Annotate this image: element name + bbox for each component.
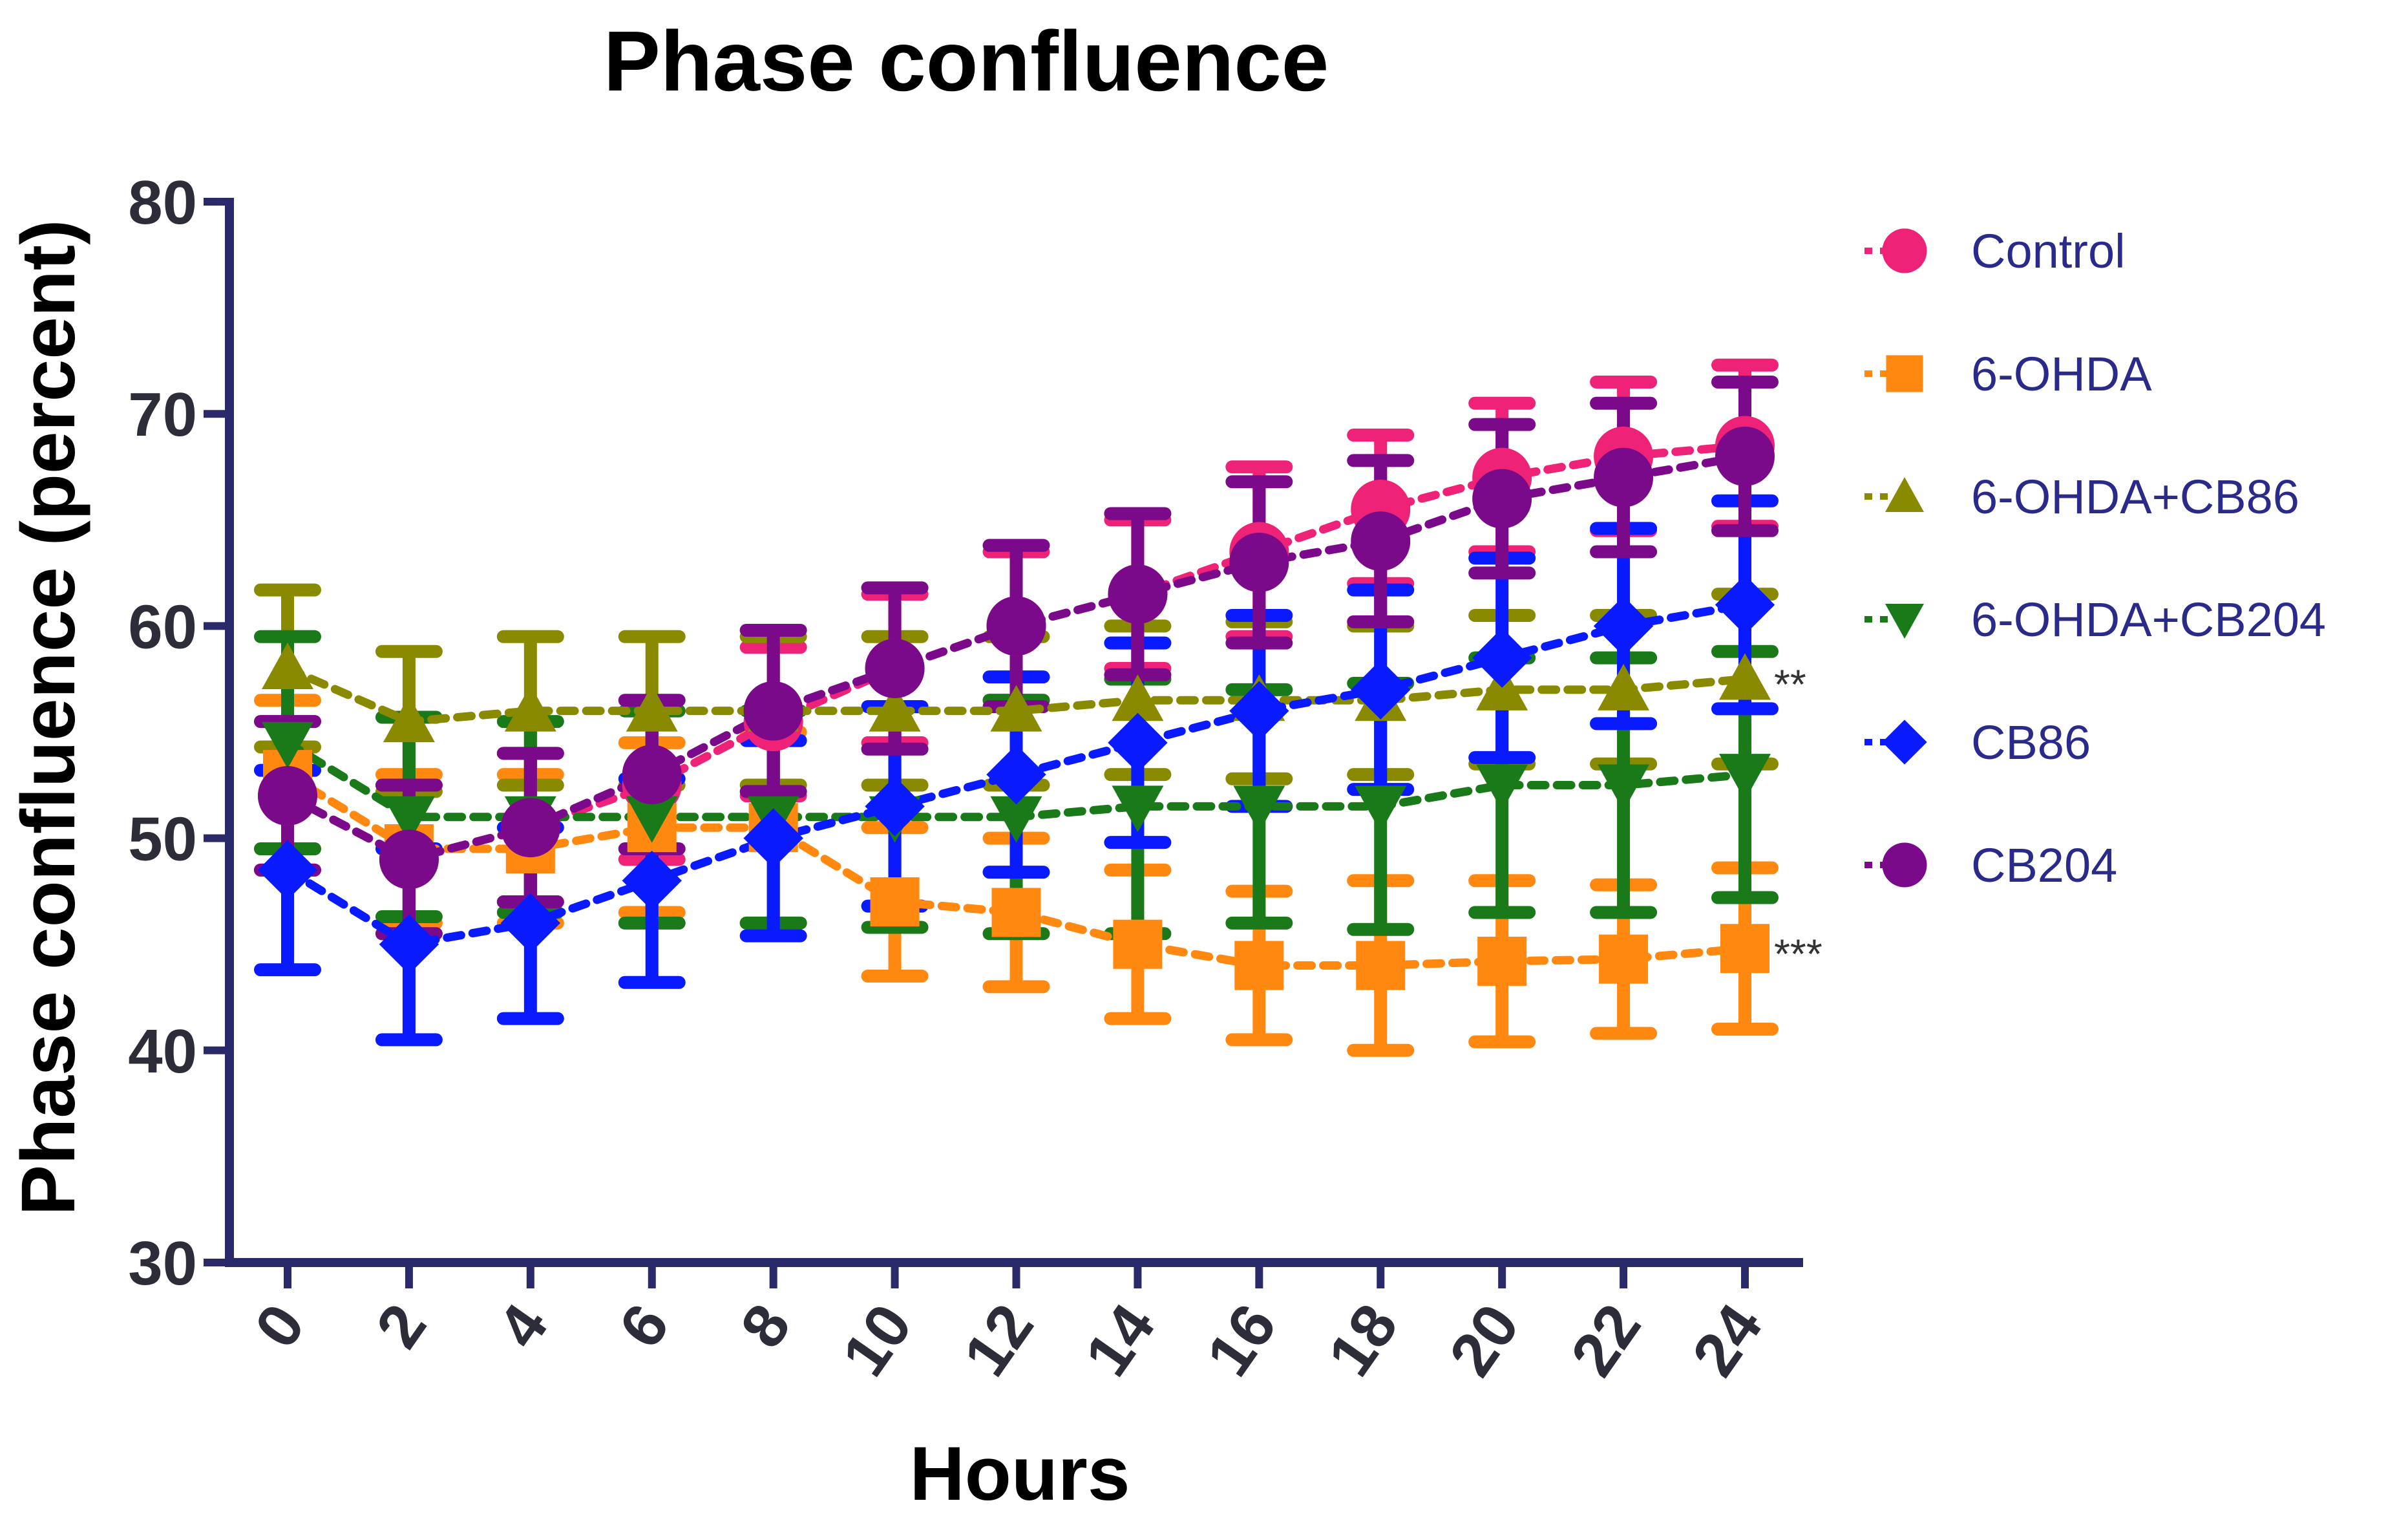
x-tick-label-16: 16	[1194, 1292, 1290, 1389]
x-axis-title: Hours	[910, 1431, 1130, 1517]
data-point-cb204-8	[743, 681, 803, 741]
legend-marker-6-ohda-cb204	[1885, 604, 1924, 639]
data-point-6-ohda-cb204-16	[1233, 785, 1285, 833]
y-tick-label-30: 30	[128, 1229, 197, 1298]
data-point-cb204-6	[622, 745, 682, 805]
legend-item-control: Control	[1864, 224, 2126, 278]
data-point-cb86-0	[257, 840, 318, 901]
y-tick-label-50: 50	[128, 805, 197, 874]
legend-item-6-ohda-cb204: 6-OHDA+CB204	[1864, 593, 2326, 646]
legend-label-control: Control	[1971, 224, 2126, 278]
data-point-6-ohda-cb86-4	[504, 685, 556, 732]
y-axis-title: Phase confluence (percent)	[6, 220, 91, 1216]
x-tick-label-10: 10	[829, 1292, 925, 1389]
legend-label-6-ohda-cb204: 6-OHDA+CB204	[1971, 593, 2326, 646]
x-tick-label-2: 2	[363, 1292, 439, 1360]
data-point-cb86-8	[743, 808, 803, 868]
y-tick-label-60: 60	[128, 592, 197, 661]
x-tick-label-0: 0	[242, 1292, 318, 1360]
data-point-cb86-22	[1593, 596, 1654, 656]
legend-label-6-ohda: 6-OHDA	[1971, 347, 2152, 401]
x-tick-label-18: 18	[1315, 1292, 1411, 1389]
legend-marker-6-ohda	[1886, 355, 1923, 392]
data-point-6-ohda-cb86-22	[1598, 663, 1650, 710]
legend-label-cb86: CB86	[1971, 716, 2091, 769]
data-point-6-ohda-cb86-0	[262, 643, 313, 690]
data-point-cb86-6	[622, 851, 682, 911]
data-point-cb204-16	[1229, 532, 1289, 592]
chart-title: Phase confluence	[604, 14, 1329, 109]
data-point-6-ohda-cb204-24	[1719, 754, 1771, 801]
data-point-6-ohda-24	[1720, 924, 1769, 974]
data-point-cb204-0	[258, 765, 317, 826]
data-point-cb204-20	[1472, 469, 1532, 529]
data-point-cb86-16	[1229, 681, 1289, 741]
x-tick-label-14: 14	[1072, 1292, 1168, 1389]
data-point-6-ohda-22	[1599, 934, 1649, 984]
legend-marker-cb204	[1882, 842, 1927, 888]
data-point-cb86-20	[1472, 628, 1532, 688]
data-point-6-ohda-cb204-2	[383, 796, 435, 843]
data-point-6-ohda-cb86-14	[1112, 674, 1164, 721]
x-tick-label-4: 4	[485, 1292, 561, 1360]
x-tick-label-22: 22	[1558, 1292, 1654, 1389]
data-point-cb86-12	[986, 744, 1046, 805]
y-tick-label-40: 40	[128, 1017, 197, 1086]
legend: Control 6-OHDA 6-OHDA+CB86 6-OHDA+CB204 CB86…	[1864, 224, 2326, 892]
annotation-3-stars: ***	[1774, 930, 1822, 977]
data-point-6-ohda-10	[870, 877, 920, 927]
data-point-cb204-18	[1351, 511, 1411, 571]
data-point-cb204-12	[986, 596, 1046, 656]
y-tick-label-70: 70	[128, 380, 197, 449]
data-point-6-ohda-cb204-14	[1112, 785, 1164, 833]
legend-marker-6-ohda-cb86	[1885, 477, 1924, 512]
data-point-6-ohda-14	[1113, 919, 1163, 969]
data-point-6-ohda-cb204-20	[1476, 764, 1528, 811]
data-point-6-ohda-20	[1477, 936, 1527, 986]
data-point-cb86-10	[865, 776, 925, 837]
data-point-6-ohda-cb204-18	[1355, 785, 1407, 833]
y-tick-label-80: 80	[128, 168, 197, 237]
legend-item-6-ohda: 6-OHDA	[1864, 347, 2152, 401]
data-point-cb86-24	[1715, 575, 1775, 635]
x-tick-label-8: 8	[728, 1292, 804, 1360]
data-point-cb204-10	[865, 639, 925, 699]
data-point-cb204-2	[379, 829, 439, 890]
data-point-6-ohda-18	[1356, 941, 1406, 990]
data-point-6-ohda-cb86-24	[1719, 653, 1771, 700]
data-point-cb86-18	[1351, 659, 1411, 720]
legend-label-cb204: CB204	[1971, 838, 2117, 892]
legend-label-6-ohda-cb86: 6-OHDA+CB86	[1971, 470, 2299, 524]
data-point-6-ohda-cb204-22	[1598, 764, 1650, 811]
data-point-6-ohda-cb204-12	[990, 796, 1042, 843]
data-point-6-ohda-cb86-10	[869, 685, 921, 732]
legend-marker-cb86	[1882, 720, 1927, 765]
legend-item-cb204: CB204	[1864, 838, 2117, 892]
data-point-6-ohda-cb204-6	[626, 796, 678, 843]
x-tick-label-6: 6	[606, 1292, 682, 1360]
annotation-2-stars: **	[1774, 661, 1806, 707]
data-point-cb204-22	[1594, 447, 1654, 507]
legend-marker-control	[1882, 228, 1927, 273]
data-point-cb86-4	[500, 893, 561, 954]
data-point-6-ohda-cb204-0	[262, 721, 313, 769]
legend-item-6-ohda-cb86: 6-OHDA+CB86	[1864, 470, 2299, 524]
data-point-cb204-4	[500, 798, 560, 858]
data-point-cb86-14	[1108, 712, 1168, 773]
x-tick-label-12: 12	[951, 1292, 1047, 1389]
data-point-6-ohda-cb86-2	[383, 696, 435, 743]
legend-item-cb86: CB86	[1864, 716, 2091, 769]
data-point-cb204-14	[1108, 564, 1168, 624]
data-point-cb86-2	[379, 914, 439, 974]
data-point-6-ohda-cb86-6	[626, 685, 678, 732]
x-tick-label-20: 20	[1436, 1292, 1532, 1389]
data-point-6-ohda-12	[991, 888, 1041, 937]
data-point-6-ohda-cb86-12	[990, 685, 1042, 732]
data-point-cb204-24	[1715, 426, 1775, 486]
data-point-6-ohda-16	[1234, 941, 1284, 990]
x-tick-label-24: 24	[1679, 1292, 1775, 1389]
